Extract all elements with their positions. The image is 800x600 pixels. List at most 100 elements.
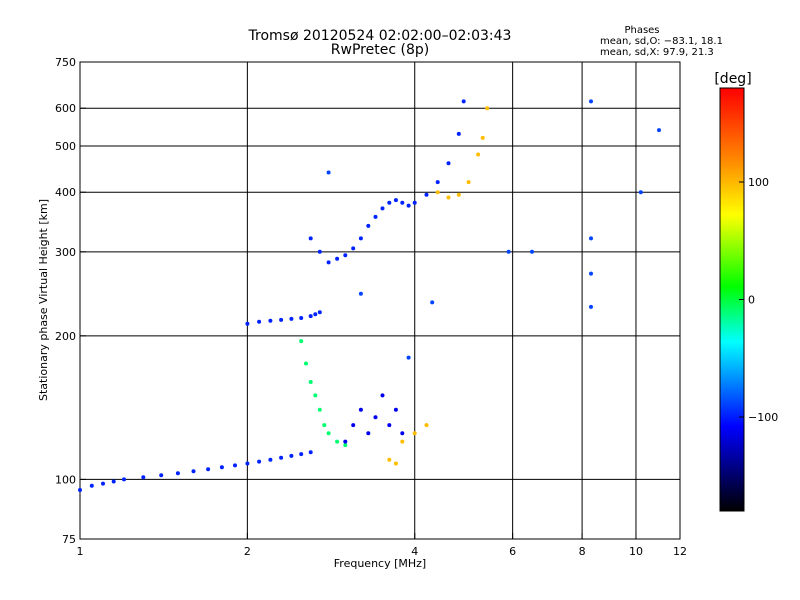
x-tick-label: 6 bbox=[509, 545, 516, 558]
data-point bbox=[343, 443, 348, 448]
data-point bbox=[393, 461, 398, 466]
data-point bbox=[257, 319, 262, 324]
data-point bbox=[343, 439, 348, 444]
data-point bbox=[268, 457, 273, 462]
data-point bbox=[78, 488, 82, 492]
data-point bbox=[406, 355, 411, 360]
data-point bbox=[111, 479, 116, 484]
data-point bbox=[406, 203, 411, 208]
data-point bbox=[589, 271, 593, 276]
data-point bbox=[446, 161, 451, 166]
data-point bbox=[424, 192, 429, 197]
y-tick-label: 750 bbox=[55, 56, 76, 69]
x-tick-label: 1 bbox=[77, 545, 84, 558]
data-point bbox=[351, 246, 356, 251]
data-point bbox=[233, 463, 237, 468]
y-tick-label: 200 bbox=[55, 330, 76, 343]
x-tick-label: 2 bbox=[244, 545, 251, 558]
y-tick-label: 75 bbox=[62, 533, 76, 546]
data-point bbox=[245, 321, 250, 326]
data-point bbox=[304, 361, 308, 366]
data-point bbox=[412, 431, 417, 436]
data-point bbox=[589, 236, 593, 241]
data-point bbox=[335, 439, 340, 444]
x-tick-label: 8 bbox=[579, 545, 586, 558]
data-point bbox=[308, 236, 313, 241]
data-point bbox=[485, 106, 490, 111]
y-tick-label: 400 bbox=[55, 186, 76, 199]
data-point bbox=[400, 200, 405, 205]
data-point bbox=[141, 475, 146, 480]
data-point bbox=[373, 415, 378, 420]
y-tick-label: 600 bbox=[55, 102, 76, 115]
data-point bbox=[313, 393, 318, 398]
colorbar-tick-label: 100 bbox=[748, 176, 769, 189]
data-point bbox=[400, 439, 405, 444]
data-point bbox=[358, 236, 363, 241]
data-point bbox=[589, 99, 593, 104]
data-point bbox=[101, 481, 105, 486]
y-tick-label: 500 bbox=[55, 140, 76, 153]
data-point bbox=[191, 469, 196, 474]
data-point bbox=[159, 473, 164, 478]
data-point bbox=[358, 291, 363, 296]
colorbar-ticks: 100 0 −100 bbox=[739, 176, 778, 424]
data-point bbox=[317, 310, 322, 315]
chart-subtitle: RwPretec (8p) bbox=[331, 42, 429, 58]
data-point bbox=[308, 314, 313, 319]
chart-title: Tromsø 20120524 02:02:00–02:03:43 bbox=[248, 28, 512, 44]
data-point bbox=[480, 135, 485, 140]
data-point bbox=[456, 131, 461, 136]
data-point bbox=[351, 423, 356, 428]
data-points bbox=[78, 99, 661, 492]
data-point bbox=[299, 452, 304, 457]
x-tick-label: 12 bbox=[673, 545, 687, 558]
data-point bbox=[530, 249, 534, 254]
data-point bbox=[308, 450, 313, 455]
data-point bbox=[245, 461, 250, 466]
data-point bbox=[268, 318, 273, 323]
data-point bbox=[387, 423, 392, 428]
data-point bbox=[299, 339, 304, 344]
data-point bbox=[279, 455, 284, 460]
data-point bbox=[380, 206, 385, 211]
phases-mean-o: mean, sd,O: −83.1, 18.1 bbox=[600, 36, 723, 47]
data-point bbox=[657, 128, 661, 133]
data-point bbox=[476, 152, 481, 157]
data-point bbox=[317, 407, 322, 412]
data-point bbox=[289, 453, 294, 458]
data-point bbox=[380, 393, 385, 398]
colorbar-tick-label: 0 bbox=[748, 294, 755, 307]
phases-title: Phases bbox=[624, 25, 659, 36]
data-point bbox=[219, 465, 224, 470]
data-point bbox=[366, 431, 371, 436]
data-point bbox=[289, 316, 294, 321]
data-point bbox=[506, 249, 511, 254]
grid-layer bbox=[80, 62, 680, 539]
data-point bbox=[446, 195, 451, 200]
data-point bbox=[430, 300, 435, 305]
data-point bbox=[206, 467, 211, 472]
data-point bbox=[435, 180, 440, 185]
data-point bbox=[412, 200, 417, 205]
colorbar-tick-label: −100 bbox=[748, 411, 778, 424]
data-point bbox=[175, 471, 180, 476]
data-point bbox=[326, 431, 331, 436]
data-point bbox=[279, 317, 284, 322]
data-point bbox=[387, 200, 392, 205]
data-point bbox=[456, 192, 461, 197]
data-point bbox=[387, 457, 392, 462]
data-point bbox=[122, 477, 126, 482]
data-point bbox=[257, 459, 262, 464]
data-point bbox=[435, 190, 440, 195]
y-axis-label: Stationary phase Virtual Height [km] bbox=[37, 199, 50, 401]
data-point bbox=[326, 260, 331, 265]
x-axis-label: Frequency [MHz] bbox=[334, 557, 426, 570]
x-tick-label: 10 bbox=[629, 545, 643, 558]
data-point bbox=[358, 407, 363, 412]
data-point bbox=[326, 170, 331, 175]
data-point bbox=[461, 99, 466, 104]
y-tick-label: 300 bbox=[55, 246, 76, 259]
phases-mean-x: mean, sd,X: 97.9, 21.3 bbox=[600, 47, 714, 58]
